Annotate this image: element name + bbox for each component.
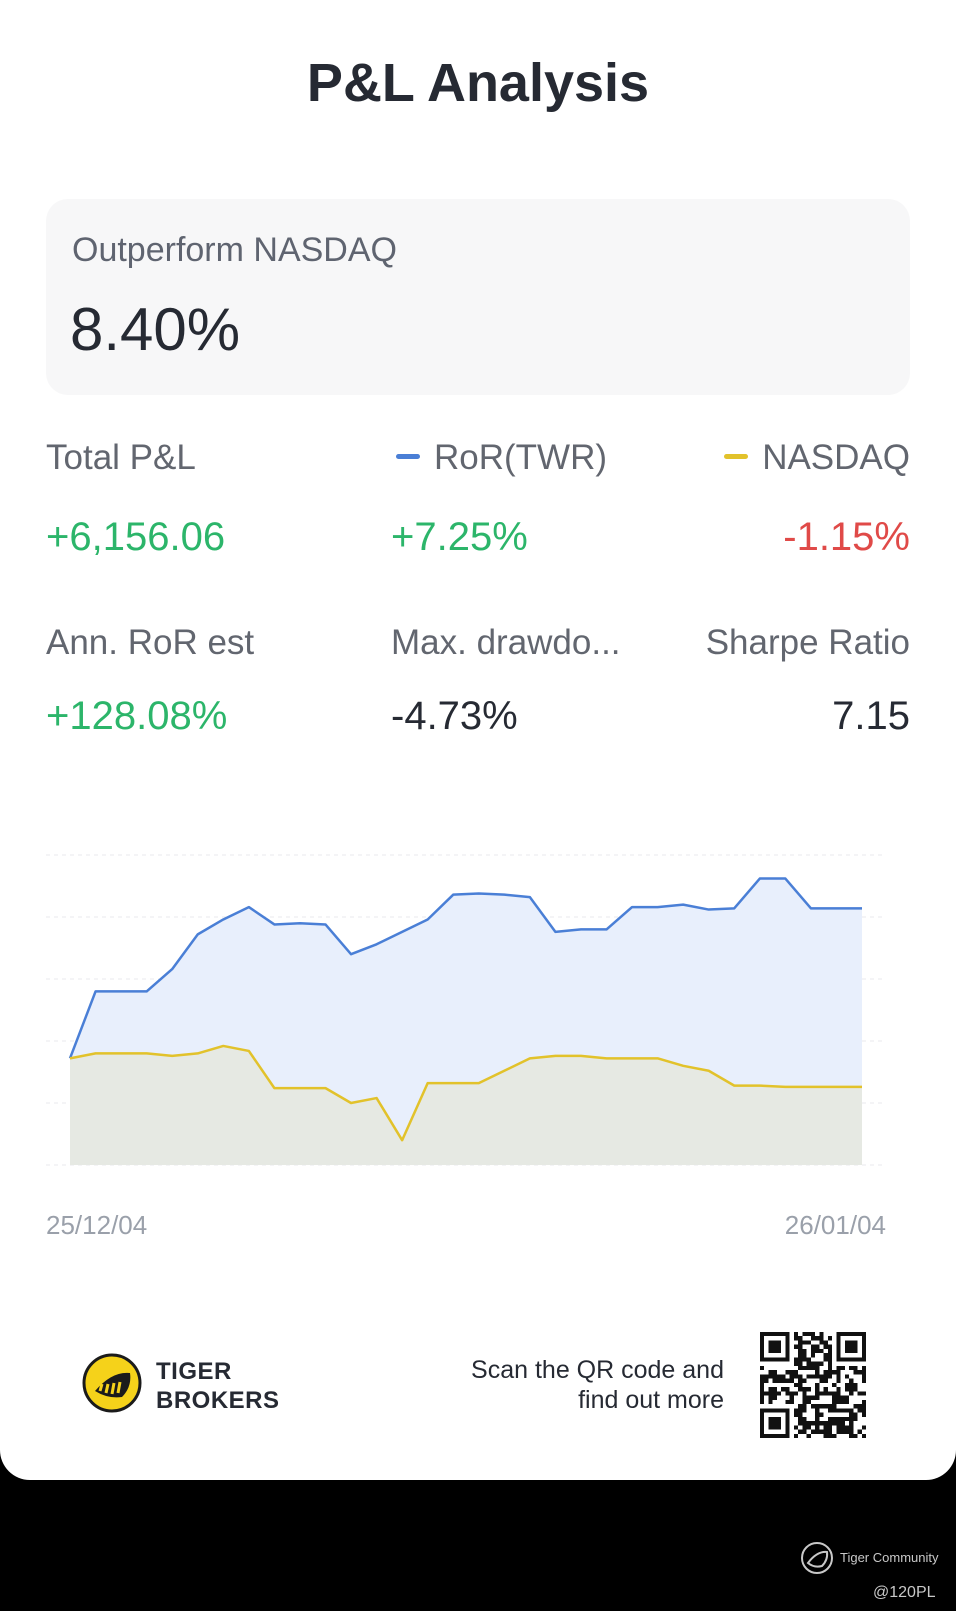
ror-series-line bbox=[68, 877, 862, 1059]
sharpe-label: Sharpe Ratio bbox=[705, 623, 910, 662]
tiger-community-watermark: Tiger Community bbox=[800, 1541, 938, 1577]
outperform-value: 8.40% bbox=[70, 296, 241, 363]
nasdaq-label: NASDAQ bbox=[762, 438, 910, 477]
page-title: P&L Analysis bbox=[306, 53, 650, 113]
ror-value: +7.25% bbox=[391, 515, 528, 559]
outperform-label: Outperform NASDAQ bbox=[72, 231, 397, 269]
max-drawdown-value: -4.73% bbox=[391, 694, 518, 738]
ror-legend-swatch bbox=[396, 454, 420, 460]
tiger-logo-icon bbox=[82, 1353, 142, 1413]
ror-label: RoR(TWR) bbox=[434, 438, 608, 477]
scan-line-2: find out more bbox=[578, 1386, 724, 1414]
community-label: Tiger Community bbox=[840, 1550, 939, 1565]
community-logo-icon bbox=[801, 1542, 833, 1574]
nasdaq-legend: NASDAQ bbox=[724, 438, 910, 478]
total-pl-value: +6,156.06 bbox=[46, 515, 226, 559]
chart-start-date: 25/12/04 bbox=[46, 1210, 148, 1240]
qr-code-icon[interactable] bbox=[760, 1332, 866, 1438]
ann-ror-value: +128.08% bbox=[46, 694, 228, 738]
nasdaq-value: -1.15% bbox=[783, 515, 910, 559]
scan-prompt: Scan the QR code and find out more bbox=[471, 1355, 724, 1415]
pl-analysis-card: P&L Analysis Outperform NASDAQ 8.40% Tot… bbox=[0, 0, 956, 1480]
nasdaq-series-line bbox=[69, 1044, 862, 1142]
brand-name: TIGER BROKERS bbox=[156, 1357, 280, 1415]
nasdaq-series-area bbox=[70, 1045, 862, 1165]
user-handle: @120PL bbox=[873, 1584, 936, 1601]
brand-line-2: BROKERS bbox=[156, 1387, 280, 1414]
scan-line-1: Scan the QR code and bbox=[471, 1356, 724, 1384]
ann-ror-label: Ann. RoR est bbox=[46, 623, 255, 662]
ror-legend: RoR(TWR) bbox=[396, 438, 607, 478]
outperform-panel: Outperform NASDAQ 8.40% bbox=[46, 199, 910, 395]
brand-line-1: TIGER bbox=[156, 1358, 232, 1385]
total-pl-label: Total P&L bbox=[46, 438, 196, 477]
pl-chart bbox=[46, 854, 886, 1166]
sharpe-value: 7.15 bbox=[832, 694, 910, 738]
chart-end-date: 26/01/04 bbox=[784, 1210, 886, 1240]
nasdaq-legend-swatch bbox=[724, 454, 749, 460]
max-drawdown-label: Max. drawdo... bbox=[391, 623, 621, 662]
